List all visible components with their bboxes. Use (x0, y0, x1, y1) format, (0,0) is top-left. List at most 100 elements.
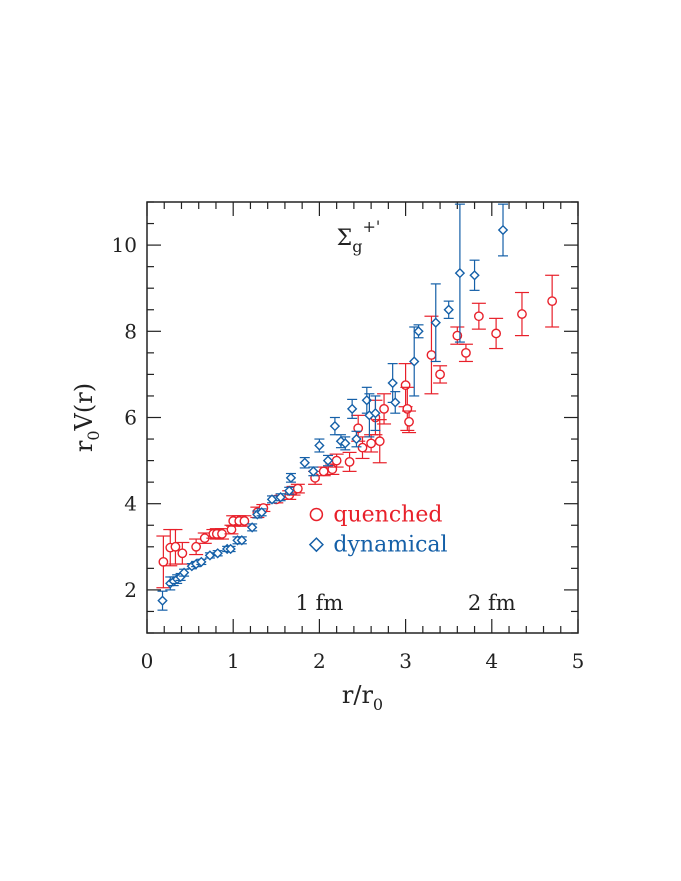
x-tick-label: 4 (485, 649, 498, 673)
quenched-marker (344, 456, 355, 467)
dynamical-marker (329, 420, 341, 432)
state-label-sub: g (352, 237, 362, 256)
dynamical-point (178, 567, 190, 578)
legend: quenched dynamical (308, 502, 448, 558)
state-label-sup: +' (362, 217, 380, 236)
x-axis-label: r/r0 (342, 681, 383, 714)
quenched-point (372, 419, 387, 464)
dynamical-marker (284, 485, 295, 496)
quenched-marker (402, 403, 413, 414)
dynamical-point (157, 590, 168, 611)
axis-ticks (146, 201, 579, 634)
y-tick-label: 4 (124, 492, 137, 516)
dynamical-marker (322, 455, 334, 466)
quenched-marker (357, 442, 368, 453)
dynamical-marker (285, 472, 297, 484)
dynamical-point (346, 398, 358, 419)
dynamical-marker (370, 408, 381, 419)
dynamical-marker (497, 224, 509, 236)
x-tick-label: 0 (141, 649, 154, 673)
series-dynamical (157, 203, 509, 611)
dynamical-point (361, 386, 372, 414)
y-tick-label: 10 (112, 233, 137, 257)
dynamical-point (284, 485, 295, 496)
dynamical-point (469, 259, 480, 291)
dynamical-marker (178, 567, 190, 578)
dynamical-point (246, 522, 258, 533)
dynamical-point (340, 436, 351, 451)
quenched-point (290, 483, 305, 494)
dynamical-marker (225, 543, 236, 555)
x-axis-label-sub: 0 (373, 695, 383, 714)
legend-label-dynamical: dynamical (333, 533, 447, 558)
quenched-point (364, 434, 379, 453)
dynamical-marker (390, 397, 401, 408)
dynamical-marker (246, 522, 258, 533)
quenched-marker (318, 466, 329, 477)
quenched-point (189, 538, 204, 556)
quenched-marker (353, 423, 364, 434)
legend-label-quenched: quenched (333, 502, 442, 527)
dynamical-marker (443, 304, 454, 315)
quenched-marker (374, 436, 385, 447)
dynamical-point (454, 203, 466, 343)
x-tick-label: 1 (227, 649, 240, 673)
dynamical-marker (387, 377, 398, 389)
quenched-point (156, 535, 171, 589)
dynamical-point (299, 456, 310, 469)
legend-marker-quenched (309, 507, 324, 522)
dynamical-marker (351, 433, 362, 445)
dynamical-point (308, 466, 319, 477)
dynamical-point (351, 430, 362, 448)
legend-marker-dynamical (308, 537, 324, 553)
quenched-marker (331, 455, 342, 466)
quenched-marker (426, 350, 437, 360)
dynamical-point (413, 324, 424, 339)
dynamical-point (409, 326, 420, 397)
quenched-marker (473, 311, 484, 322)
dynamical-marker (196, 556, 207, 568)
legend-circle-marker (309, 507, 324, 522)
dynamical-marker (256, 507, 267, 518)
y-tick-label: 2 (124, 578, 137, 602)
dynamical-marker (346, 403, 358, 415)
x-tick-label: 3 (399, 649, 412, 673)
dynamical-point (225, 543, 236, 555)
dynamical-marker (314, 440, 325, 451)
plot-frame (146, 201, 579, 634)
quenched-point (329, 453, 344, 468)
quenched-point (316, 466, 331, 477)
dynamical-marker (454, 267, 466, 279)
quenched-marker (177, 548, 188, 559)
quenched-marker (239, 516, 250, 526)
x-axis-label-main: r/r (342, 681, 374, 709)
dynamical-point (285, 472, 297, 484)
state-label-symbol: Σ (337, 226, 353, 251)
annotation-1fm: 1 fm (296, 591, 344, 615)
dynamical-marker (275, 492, 286, 503)
dynamical-point (314, 438, 325, 453)
series-layer (156, 203, 560, 611)
dynamical-point (387, 363, 398, 404)
dynamical-point (497, 203, 509, 257)
quenched-point (398, 363, 413, 408)
quenched-marker (517, 309, 527, 319)
dynamical-marker (469, 270, 480, 281)
quenched-point (175, 541, 190, 565)
quenched-point (471, 302, 486, 330)
quenched-marker (191, 541, 202, 552)
dynamical-marker (204, 550, 216, 561)
legend-diamond-marker (308, 537, 324, 553)
dynamical-marker (430, 317, 441, 328)
x-tick-label: 2 (313, 649, 326, 673)
dynamical-point (236, 535, 248, 546)
quenched-marker (404, 416, 414, 427)
y-tick-label: 6 (124, 406, 137, 430)
dynamical-point (430, 283, 441, 363)
quenched-point (545, 274, 560, 328)
quenched-point (433, 365, 448, 384)
dynamical-point (390, 391, 401, 414)
quenched-marker (435, 369, 445, 380)
dynamical-point (443, 300, 454, 319)
